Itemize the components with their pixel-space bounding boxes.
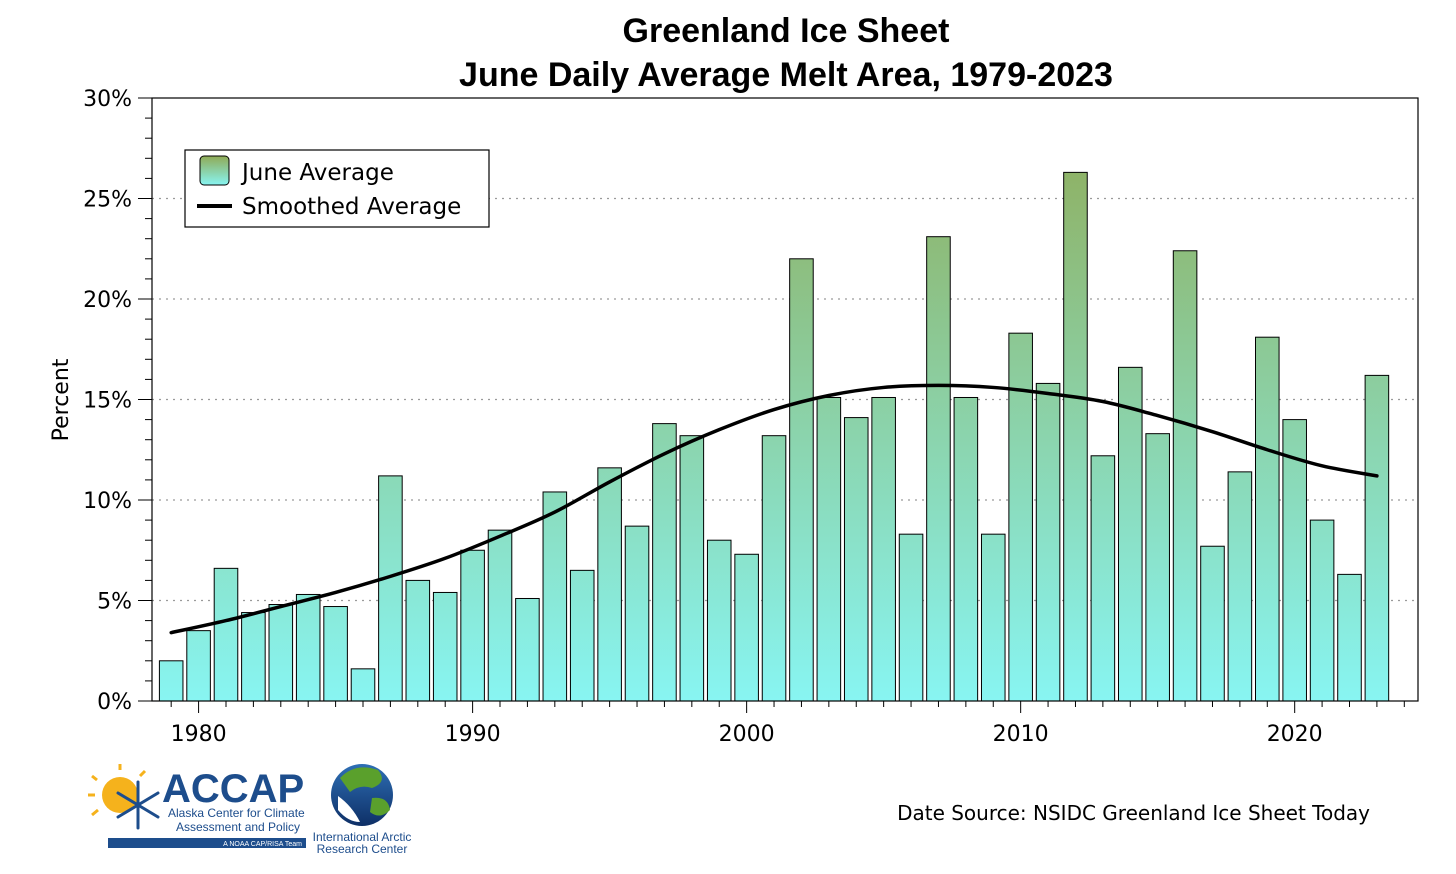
- bar-1992: [515, 597, 540, 702]
- iarc-line2: Research Center: [317, 842, 408, 856]
- accap-name: ACCAP: [162, 767, 304, 811]
- y-tick-label: 25%: [83, 188, 132, 213]
- axes: 0% 5% 10% 15% 20% 25% 30% 1980 1990 2000 2010 2020: [83, 87, 1419, 747]
- y-tick-label: 20%: [83, 288, 132, 313]
- bar-2015: [1145, 433, 1170, 702]
- iarc-line1: International Arctic: [313, 830, 412, 844]
- x-tick-label: 1980: [171, 722, 227, 747]
- x-tick-label: 2000: [719, 722, 775, 747]
- bar-1988: [405, 579, 431, 702]
- legend-label-june-average: June Average: [240, 160, 394, 186]
- y-tick-label: 10%: [83, 489, 132, 514]
- bar-2023: [1364, 374, 1390, 702]
- bar-1985: [323, 606, 348, 702]
- bar-2022: [1337, 573, 1362, 702]
- bar-2001: [761, 435, 787, 702]
- bar-1981: [213, 567, 239, 702]
- bar-1999: [706, 539, 732, 702]
- y-axis-label: Percent: [49, 358, 74, 441]
- bar-2000: [734, 553, 759, 702]
- bar-2011: [1035, 382, 1061, 702]
- bar-1984: [295, 593, 321, 702]
- smoothed-line-layer: [169, 383, 1379, 635]
- bar-1980: [186, 630, 211, 702]
- bar-2004: [843, 417, 869, 702]
- y-tick-label: 30%: [83, 87, 132, 112]
- bar-1993: [542, 491, 568, 702]
- y-tick-label: 15%: [83, 389, 132, 414]
- bar-1997: [652, 423, 677, 702]
- bar-1983: [268, 604, 294, 702]
- bar-2019: [1255, 336, 1280, 702]
- accap-logo: ACCAP Alaska Center for Climate Assessme…: [88, 764, 306, 848]
- bar-2002: [789, 258, 814, 702]
- iarc-logo: International Arctic Research Center: [313, 764, 412, 856]
- bar-2017: [1200, 545, 1225, 702]
- bar-1991: [487, 529, 513, 702]
- chart-title: Greenland Ice Sheet: [623, 12, 950, 50]
- x-tick-label: 1990: [445, 722, 501, 747]
- bar-1994: [569, 569, 595, 702]
- y-tick-label: 5%: [97, 590, 132, 615]
- bar-1996: [624, 525, 650, 702]
- bar-2003: [816, 396, 842, 702]
- bar-1989: [432, 591, 458, 702]
- bars: [158, 171, 1390, 702]
- accap-line1: Alaska Center for Climate: [168, 806, 305, 820]
- bar-1987: [378, 475, 403, 702]
- accap-tagline-bar: [108, 838, 306, 848]
- accap-line2: Assessment and Policy: [176, 820, 300, 834]
- bar-2006: [898, 533, 924, 702]
- x-tick-label: 2020: [1267, 722, 1323, 747]
- chart-subtitle: June Daily Average Melt Area, 1979-2023: [459, 56, 1113, 94]
- legend: June Average Smoothed Average: [184, 149, 490, 228]
- legend-box: [184, 149, 490, 228]
- bar-2008: [953, 396, 979, 702]
- legend-swatch-june-average: [199, 155, 230, 186]
- bar-1995: [597, 467, 622, 702]
- bar-1982: [241, 612, 266, 702]
- bar-2018: [1227, 471, 1253, 702]
- legend-label-smoothed-average: Smoothed Average: [242, 194, 461, 220]
- bar-2012: [1063, 171, 1088, 702]
- bar-2013: [1090, 455, 1116, 702]
- x-tick-label: 2010: [993, 722, 1049, 747]
- accap-tagline: A NOAA CAP/RISA Team: [223, 841, 302, 848]
- smoothed-average-line: [169, 383, 1379, 635]
- source-note: Date Source: NSIDC Greenland Ice Sheet T…: [897, 801, 1370, 825]
- bar-1998: [679, 435, 705, 702]
- bar-2021: [1309, 519, 1335, 702]
- bar-2005: [871, 396, 896, 702]
- bar-1990: [460, 549, 485, 702]
- sun-snowflake-icon: [88, 764, 160, 830]
- bar-1979: [158, 660, 184, 702]
- bar-2007: [926, 236, 951, 702]
- bar-2016: [1172, 250, 1198, 702]
- bar-2014: [1117, 366, 1143, 702]
- bar-1986: [350, 668, 376, 702]
- y-tick-label: 0%: [97, 690, 132, 715]
- bar-2009: [980, 533, 1006, 702]
